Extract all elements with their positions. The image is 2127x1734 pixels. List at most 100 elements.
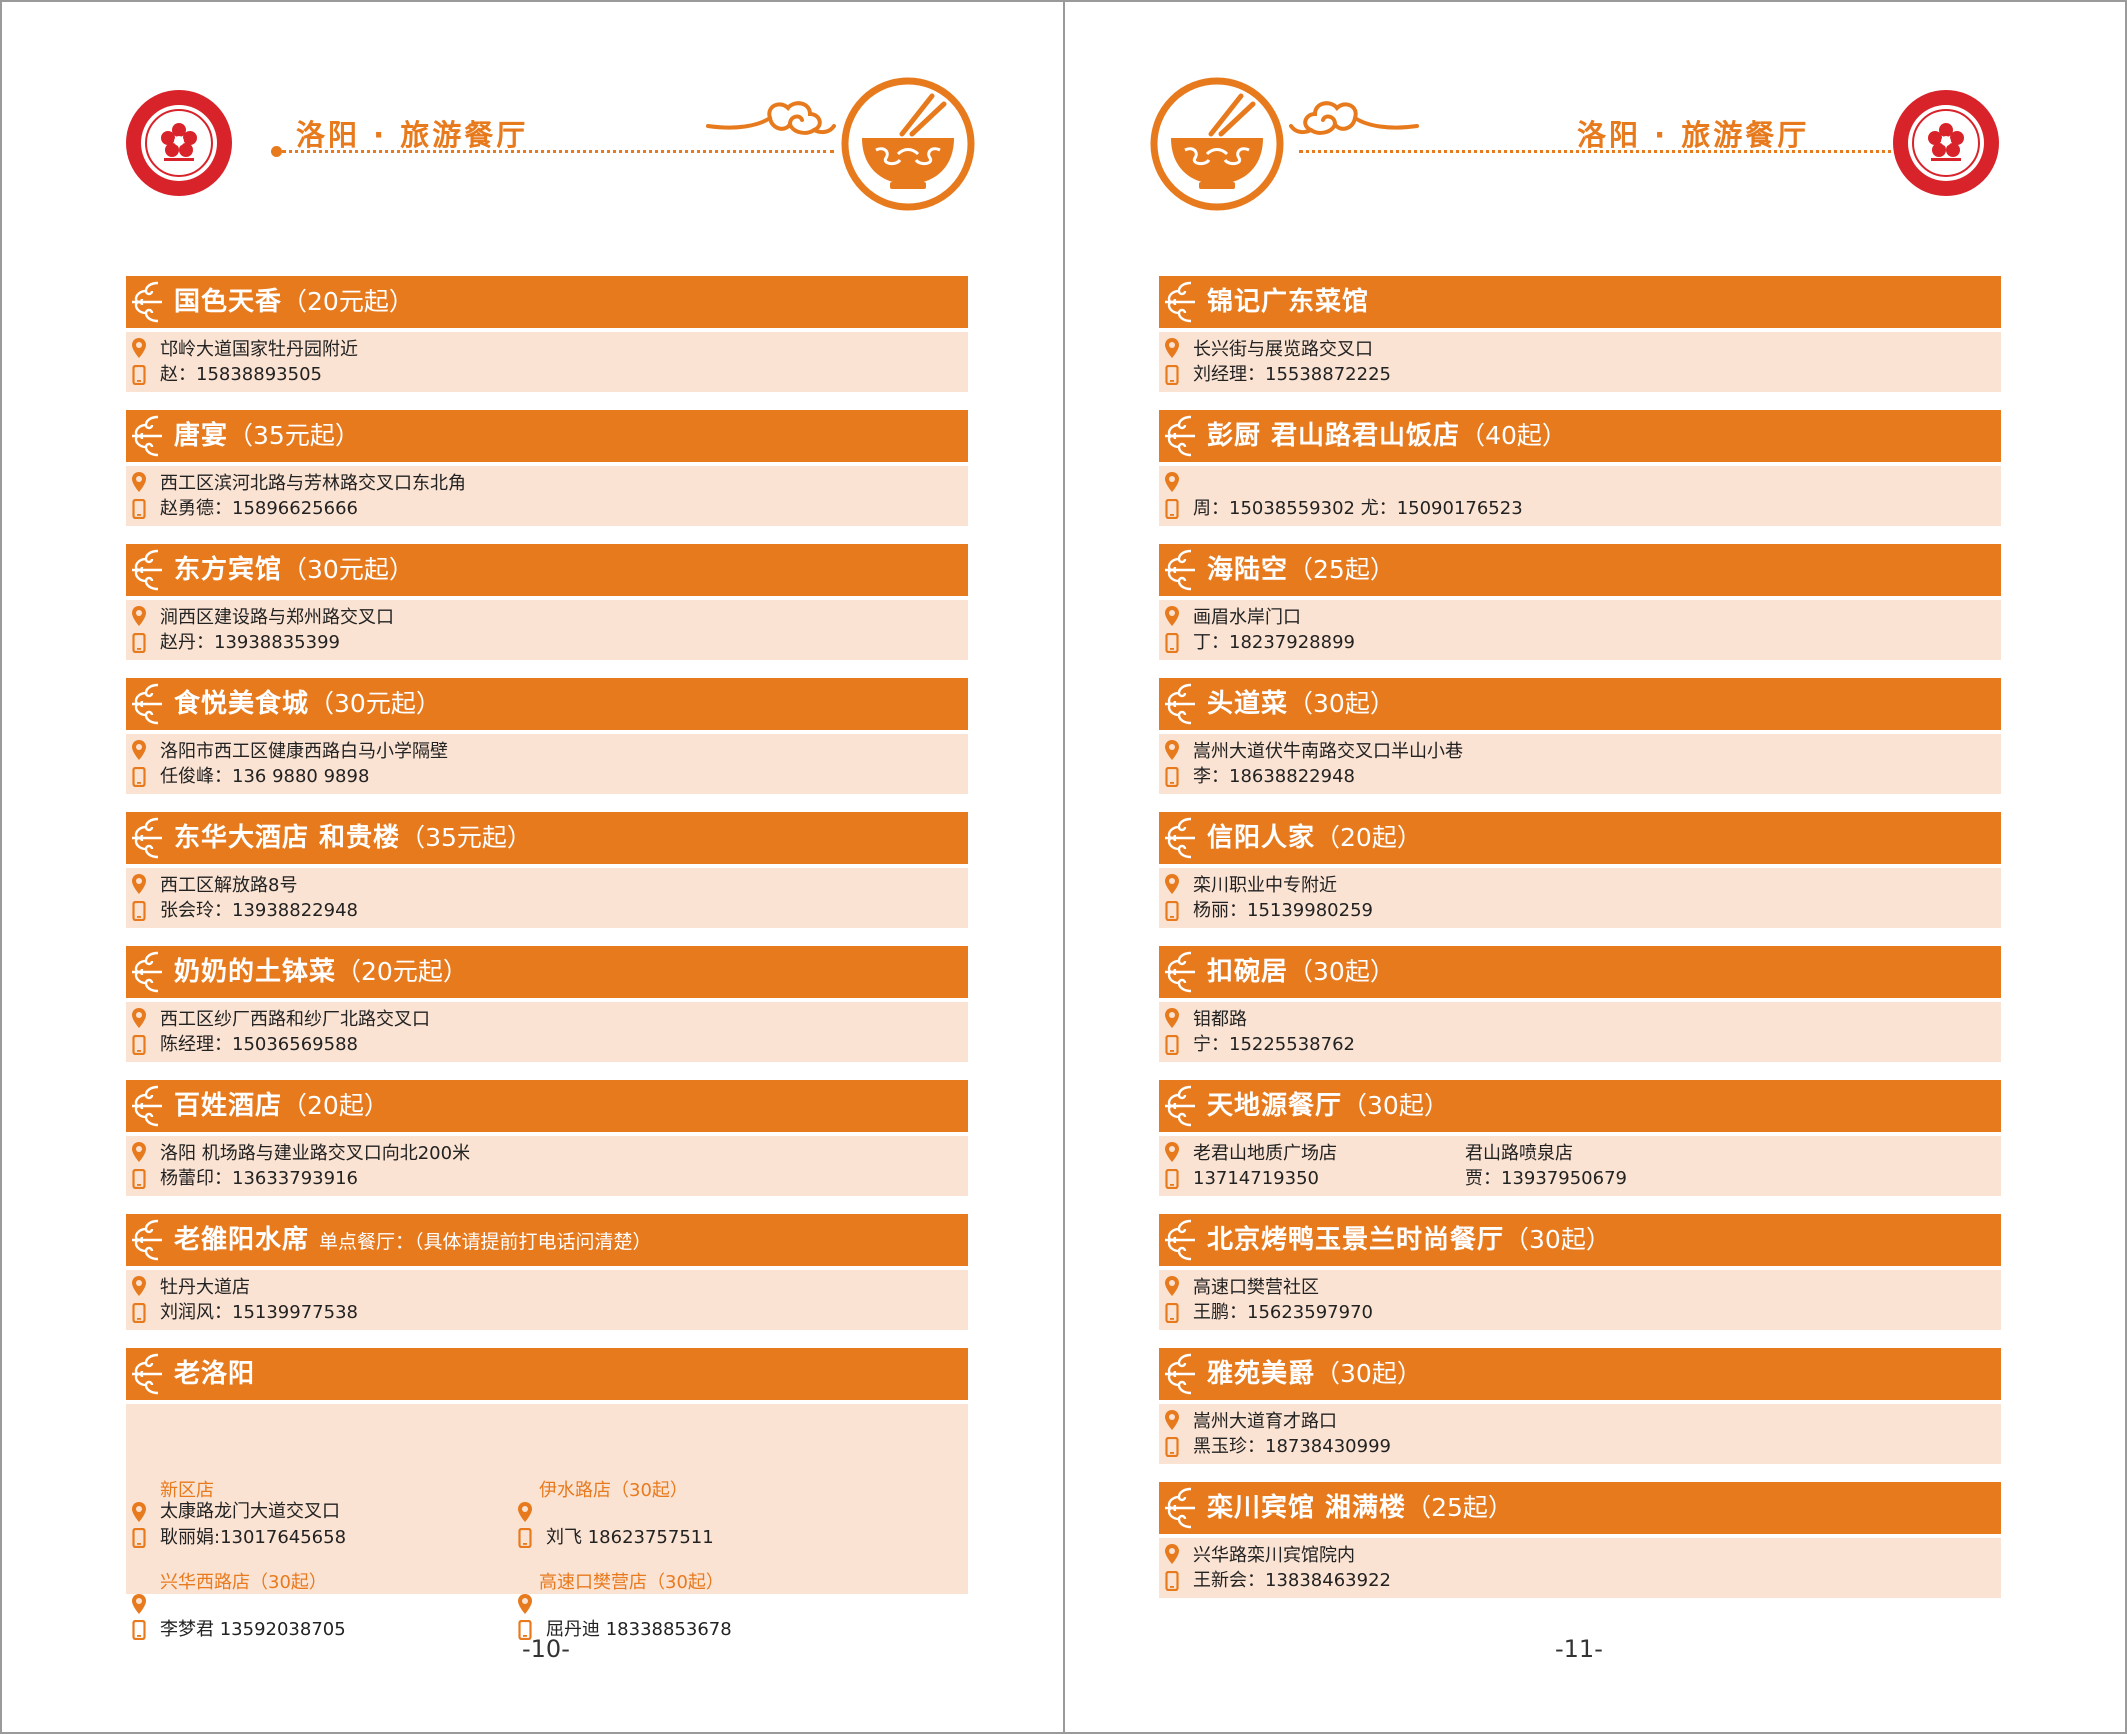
location-pin-icon — [132, 1008, 146, 1028]
restaurant-address: 高速口樊营社区 — [1193, 1277, 1319, 1298]
restaurant-contact[interactable]: 杨蕾印：13633793916 — [160, 1168, 358, 1189]
knot-ornament-icon — [1161, 815, 1197, 861]
restaurant-price: （30起） — [1288, 957, 1395, 986]
restaurant-contact-2[interactable]: 贾：13937950679 — [1465, 1168, 1627, 1189]
branch-contact[interactable]: 刘飞 18623757511 — [546, 1527, 714, 1548]
restaurant-contact[interactable]: 刘润风：15139977538 — [160, 1302, 358, 1323]
restaurant-name: 奶奶的土钵菜 — [174, 957, 337, 987]
restaurant-card-header: 奶奶的土钵菜（20元起） — [126, 946, 968, 998]
restaurant-contact[interactable]: 13714719350 — [1193, 1168, 1319, 1189]
restaurant-contact[interactable]: 王新会：13838463922 — [1193, 1570, 1391, 1591]
restaurant-card-laoluoyang: 老洛阳 新区店 太康路龙门大道交叉口 耿丽娟:13017645658 伊水路店（… — [126, 1348, 968, 1640]
restaurant-card-body: 洛阳市西工区健康西路白马小学隔壁 任俊峰：136 9880 9898 — [126, 734, 968, 794]
restaurant-card: 老雒阳水席 单点餐厅：（具体请提前打电话问清楚） 牡丹大道店 刘润风：151399… — [126, 1214, 968, 1330]
restaurant-card: 彭厨 君山路君山饭店（40起） 周：15038559302 尤：15090176… — [1159, 410, 2001, 526]
restaurant-contact[interactable]: 陈经理：15036569588 — [160, 1034, 358, 1055]
restaurant-card-body: 钼都路 宁：15225538762 — [1159, 1002, 2001, 1062]
location-pin-icon — [132, 472, 146, 492]
page-left: 洛阳 · 旅游餐厅 国色天香（20元起） 邙岭大道国家牡丹园附近 赵：15838… — [0, 0, 1063, 1734]
restaurant-contact[interactable]: 宁：15225538762 — [1193, 1034, 1355, 1055]
restaurant-price: （35元起） — [400, 823, 532, 852]
restaurant-card-header: 雅苑美爵（30起） — [1159, 1348, 2001, 1400]
restaurant-price: （20元起） — [282, 287, 414, 316]
restaurant-card-header: 天地源餐厅（30起） — [1159, 1080, 2001, 1132]
location-pin-icon — [132, 1502, 146, 1522]
restaurant-contact[interactable]: 赵丹：13938835399 — [160, 632, 340, 653]
restaurant-contact[interactable]: 赵：15838893505 — [160, 364, 322, 385]
knot-ornament-icon — [128, 1217, 164, 1263]
restaurant-card: 雅苑美爵（30起） 嵩州大道育才路口 黑玉珍：18738430999 — [1159, 1348, 2001, 1464]
restaurant-name: 百姓酒店 — [174, 1091, 283, 1121]
restaurant-card-header: 国色天香（20元起） — [126, 276, 968, 328]
phone-icon — [518, 1528, 532, 1548]
knot-ornament-icon — [128, 681, 164, 727]
restaurant-address: 涧西区建设路与郑州路交叉口 — [160, 607, 394, 628]
restaurant-card: 食悦美食城（30元起） 洛阳市西工区健康西路白马小学隔壁 任俊峰：136 988… — [126, 678, 968, 794]
knot-ornament-icon — [1161, 1485, 1197, 1531]
restaurant-card: 唐宴（35元起） 西工区滨河北路与芳林路交叉口东北角 赵勇德：158966256… — [126, 410, 968, 526]
branch-address: 太康路龙门大道交叉口 — [160, 1501, 340, 1522]
restaurant-card-header: 东方宾馆（30元起） — [126, 544, 968, 596]
location-pin-icon — [1165, 606, 1179, 626]
restaurant-card-body: 西工区解放路8号 张会玲：13938822948 — [126, 868, 968, 928]
location-pin-icon — [1165, 472, 1179, 492]
knot-ornament-icon — [128, 547, 164, 593]
restaurant-card-body: 栾川职业中专附近 杨丽：15139980259 — [1159, 868, 2001, 928]
location-pin-icon — [1165, 1544, 1179, 1564]
restaurant-contact[interactable]: 杨丽：15139980259 — [1193, 900, 1373, 921]
location-pin-icon — [132, 1276, 146, 1296]
restaurant-price: （20起） — [1315, 823, 1422, 852]
restaurant-contact[interactable]: 刘经理：15538872225 — [1193, 364, 1391, 385]
guide-association-logo — [1891, 88, 2001, 198]
location-pin-icon — [1165, 338, 1179, 358]
phone-icon — [132, 901, 146, 921]
restaurant-contact[interactable]: 黑玉珍：18738430999 — [1193, 1436, 1391, 1457]
knot-ornament-icon — [1161, 1083, 1197, 1129]
restaurant-card-header: 北京烤鸭玉景兰时尚餐厅（30起） — [1159, 1214, 2001, 1266]
restaurant-address: 西工区解放路8号 — [160, 875, 298, 896]
restaurant-name: 信阳人家 — [1207, 823, 1316, 853]
restaurant-card-header: 信阳人家（20起） — [1159, 812, 2001, 864]
branch-contact[interactable]: 李梦君 13592038705 — [160, 1619, 346, 1640]
phone-icon — [1165, 365, 1179, 385]
cloud-ornament-icon — [1289, 96, 1419, 142]
restaurant-card-body: 洛阳 机场路与建业路交叉口向北200米 杨蕾印：13633793916 — [126, 1136, 968, 1196]
restaurant-card-header: 唐宴（35元起） — [126, 410, 968, 462]
restaurant-card-header: 栾川宾馆 湘满楼（25起） — [1159, 1482, 2001, 1534]
restaurant-card-body: 长兴街与展览路交叉口 刘经理：15538872225 — [1159, 332, 2001, 392]
restaurant-contact[interactable]: 王鹏：15623597970 — [1193, 1302, 1373, 1323]
restaurant-address: 西工区纱厂西路和纱厂北路交叉口 — [160, 1009, 430, 1030]
restaurant-contact[interactable]: 张会玲：13938822948 — [160, 900, 358, 921]
restaurant-card-header: 食悦美食城（30元起） — [126, 678, 968, 730]
restaurant-contact[interactable]: 周：15038559302 尤：15090176523 — [1193, 498, 1523, 519]
page-right: 洛阳 · 旅游餐厅 锦记广东菜馆 长兴街与展览路交叉口 刘经理：15538872… — [1065, 0, 2127, 1734]
restaurant-name: 扣碗居 — [1207, 957, 1289, 987]
restaurant-price: （25起） — [1406, 1493, 1513, 1522]
location-pin-icon — [1165, 874, 1179, 894]
restaurant-contact[interactable]: 李：18638822948 — [1193, 766, 1355, 787]
knot-ornament-icon — [128, 1351, 164, 1397]
restaurant-contact[interactable]: 任俊峰：136 9880 9898 — [160, 766, 370, 787]
restaurant-address-2: 君山路喷泉店 — [1465, 1143, 1573, 1164]
header-dot — [271, 146, 282, 157]
branch-contact[interactable]: 屈丹迪 18338853678 — [546, 1619, 732, 1640]
location-pin-icon — [1165, 1410, 1179, 1430]
restaurant-card-body: 画眉水岸门口 丁：18237928899 — [1159, 600, 2001, 660]
restaurant-name: 北京烤鸭玉景兰时尚餐厅 — [1207, 1225, 1505, 1255]
restaurant-contact[interactable]: 丁：18237928899 — [1193, 632, 1355, 653]
phone-icon — [1165, 901, 1179, 921]
restaurant-price: （35元起） — [228, 421, 360, 450]
restaurant-card-header: 彭厨 君山路君山饭店（40起） — [1159, 410, 2001, 462]
cloud-ornament-icon — [706, 96, 836, 142]
knot-ornament-icon — [1161, 413, 1197, 459]
branch-contact[interactable]: 耿丽娟:13017645658 — [160, 1527, 347, 1548]
location-pin-icon — [1165, 1008, 1179, 1028]
page-header-title: 洛阳 · 旅游餐厅 — [296, 118, 529, 152]
page-number: -11- — [1555, 1635, 1603, 1663]
restaurant-contact[interactable]: 赵勇德：15896625666 — [160, 498, 358, 519]
restaurant-card-body: 西工区纱厂西路和纱厂北路交叉口 陈经理：15036569588 — [126, 1002, 968, 1062]
restaurant-price: （40起） — [1460, 421, 1567, 450]
restaurant-price: （25起） — [1288, 555, 1395, 584]
restaurant-card-body: 高速口樊营社区 王鹏：15623597970 — [1159, 1270, 2001, 1330]
restaurant-card: 栾川宾馆 湘满楼（25起） 兴华路栾川宾馆院内 王新会：13838463922 — [1159, 1482, 2001, 1598]
